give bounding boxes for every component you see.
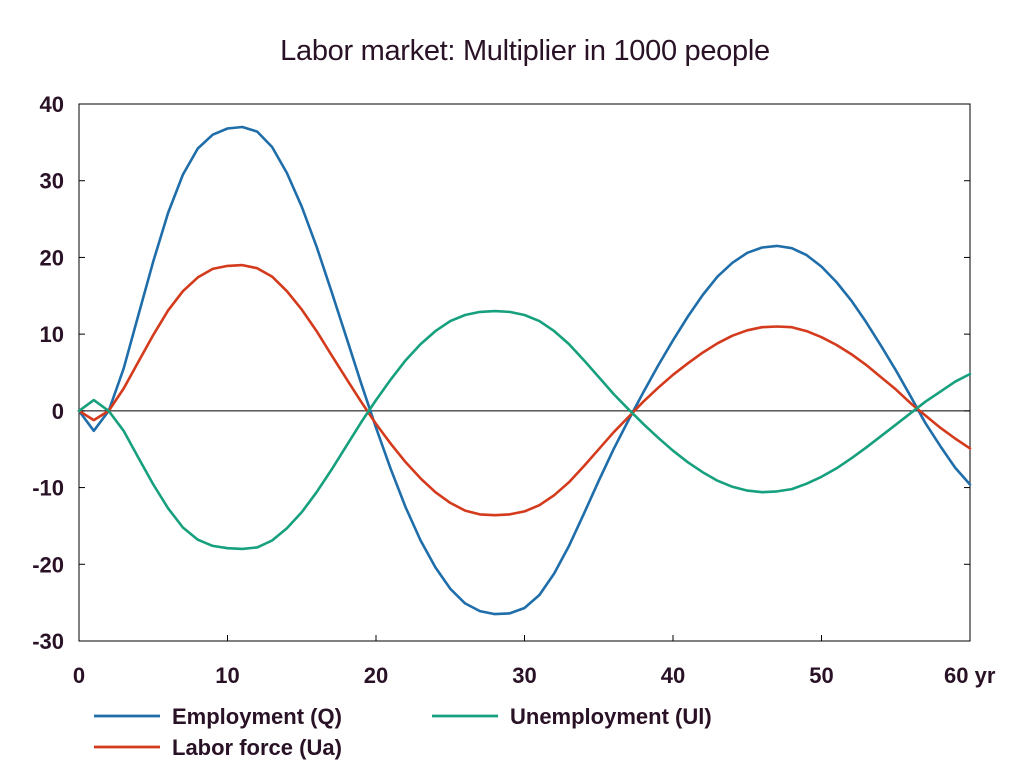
x-axis-tick-labels: 0 10 20 30 40 50 60 yr xyxy=(73,663,996,688)
legend-label-employment-q: Employment (Q) xyxy=(172,704,342,729)
y-tick-label: 10 xyxy=(40,322,64,347)
x-tick-label: 30 xyxy=(512,663,536,688)
legend-label-unemployment-ul: Unemployment (Ul) xyxy=(510,704,712,729)
series-line-unemployment-ul xyxy=(77,309,972,551)
chart-title: Labor market: Multiplier in 1000 people xyxy=(280,35,770,67)
series-lines xyxy=(77,125,972,616)
axis-ticks xyxy=(78,103,971,642)
series-line-labor-force-ua xyxy=(77,263,972,517)
y-tick-label: 20 xyxy=(40,245,64,270)
x-tick-label: 60 yr xyxy=(944,663,996,688)
x-tick-label: 20 xyxy=(364,663,388,688)
y-axis-tick-labels: 40 30 20 10 0 -10 -20 -30 xyxy=(32,92,64,654)
y-tick-label: -10 xyxy=(32,476,64,501)
x-tick-label: 0 xyxy=(73,663,85,688)
y-tick-label: -20 xyxy=(32,552,64,577)
legend-label-labor-force-ua: Labor force (Ua) xyxy=(172,735,342,760)
plot-area xyxy=(77,103,972,642)
x-tick-label: 50 xyxy=(809,663,833,688)
y-tick-label: 40 xyxy=(40,92,64,117)
y-tick-label: -30 xyxy=(32,629,64,654)
legend: Employment (Q) Labor force (Ua) Unemployme… xyxy=(94,704,712,760)
plot-frame xyxy=(78,103,971,642)
y-tick-label: 30 xyxy=(40,169,64,194)
x-tick-label: 10 xyxy=(215,663,239,688)
series-line-employment-q xyxy=(77,125,972,616)
y-tick-label: 0 xyxy=(52,399,64,424)
x-tick-label: 40 xyxy=(661,663,685,688)
